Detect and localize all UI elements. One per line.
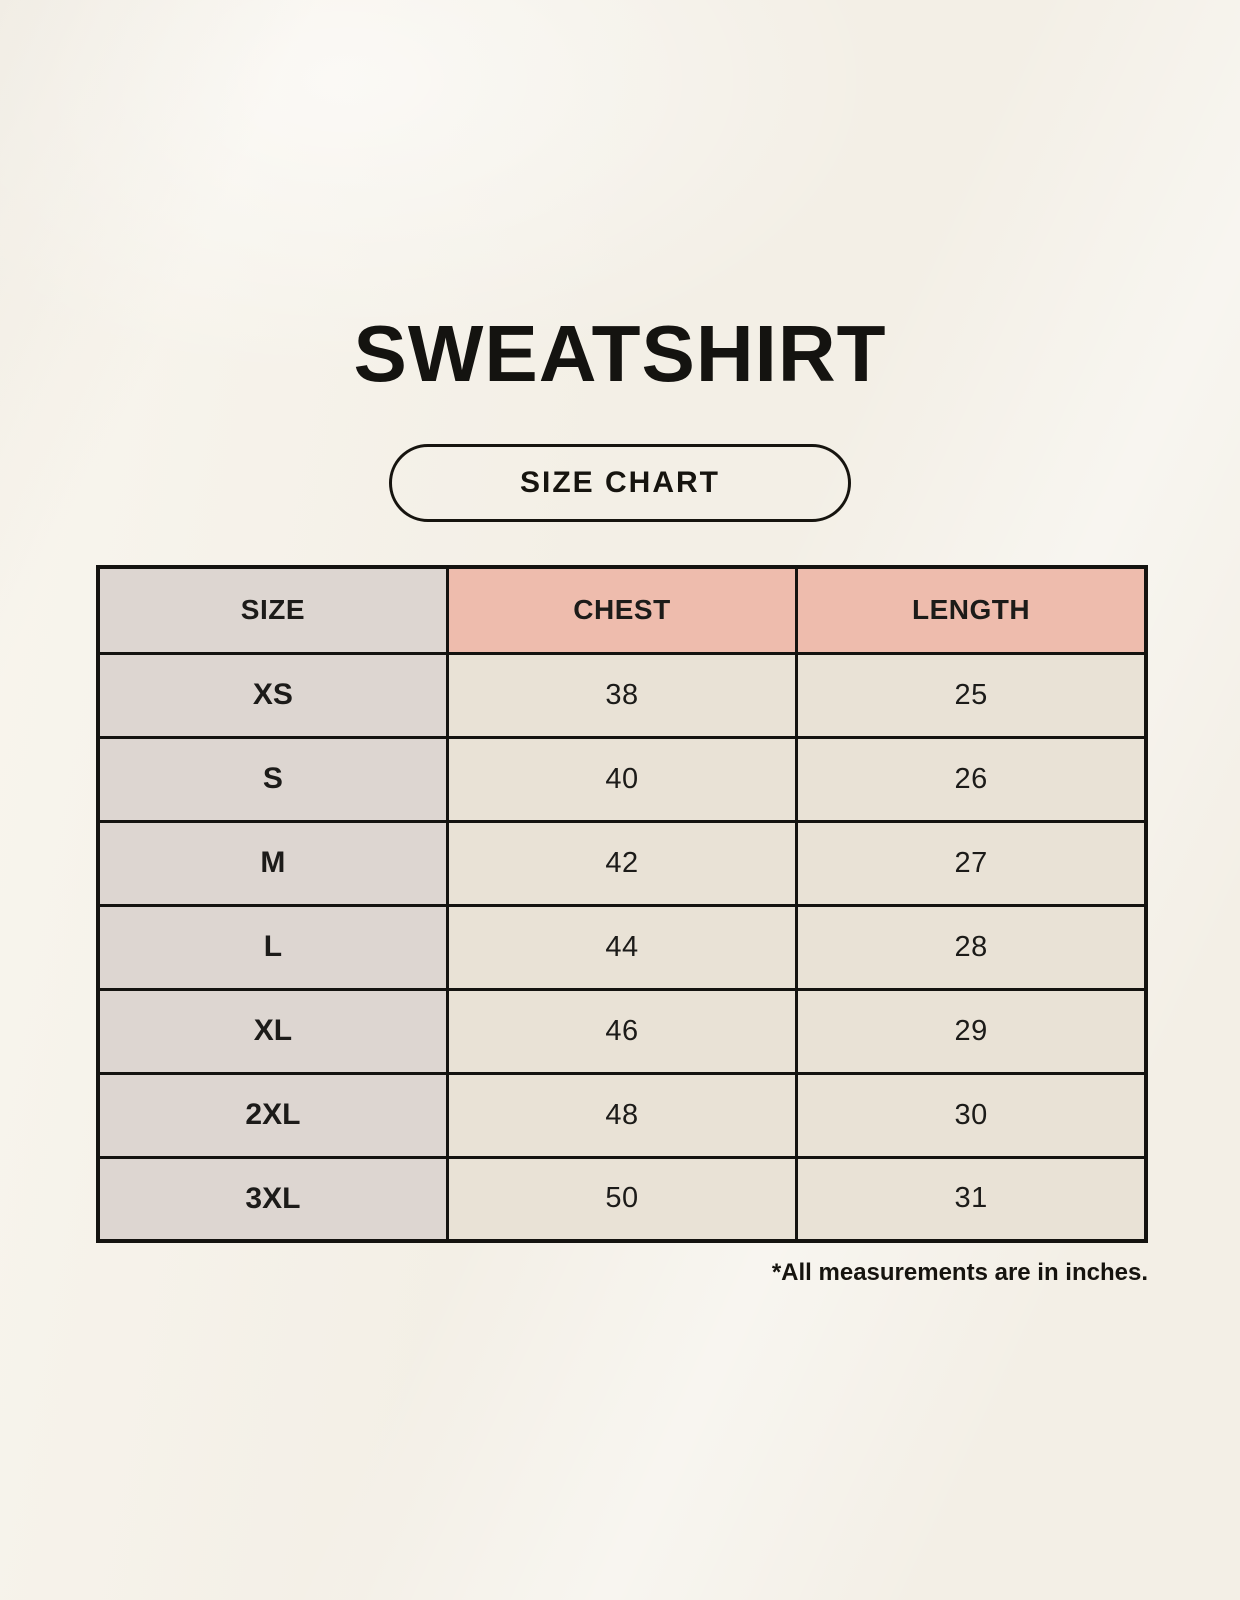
length-cell: 28 — [795, 903, 1148, 991]
chest-cell: 46 — [445, 987, 799, 1075]
chest-cell: 42 — [445, 819, 799, 907]
table-row: M 42 27 — [96, 819, 1148, 907]
size-cell: M — [96, 819, 449, 907]
table-row: 2XL 48 30 — [96, 1071, 1148, 1159]
chest-cell: 44 — [445, 903, 799, 991]
size-table-container: SIZE CHEST LENGTH XS 38 25 S 40 26 M 42 … — [96, 565, 1148, 1287]
table-row: XS 38 25 — [96, 651, 1148, 739]
size-cell: 2XL — [96, 1071, 449, 1159]
table-header-row: SIZE CHEST LENGTH — [96, 565, 1148, 655]
measurements-footnote: *All measurements are in inches. — [771, 1259, 1148, 1286]
size-table: SIZE CHEST LENGTH XS 38 25 S 40 26 M 42 … — [96, 565, 1148, 1243]
size-chart-button-label: SIZE CHART — [520, 466, 720, 499]
column-header-chest: CHEST — [445, 565, 799, 655]
length-cell: 26 — [795, 735, 1148, 823]
size-cell: 3XL — [96, 1155, 449, 1243]
column-header-length: LENGTH — [795, 565, 1148, 655]
chest-cell: 50 — [445, 1155, 799, 1243]
table-row: L 44 28 — [96, 903, 1148, 991]
page-title: SWEATSHIRT — [353, 309, 887, 398]
length-cell: 25 — [795, 651, 1148, 739]
length-cell: 30 — [795, 1071, 1148, 1159]
size-cell: L — [96, 903, 449, 991]
column-header-size: SIZE — [96, 565, 449, 655]
size-cell: XL — [96, 987, 449, 1075]
chest-cell: 40 — [445, 735, 799, 823]
table-row: 3XL 50 31 — [96, 1155, 1148, 1243]
chest-cell: 38 — [445, 651, 799, 739]
length-cell: 31 — [795, 1155, 1148, 1243]
size-chart-button[interactable]: SIZE CHART — [389, 444, 851, 522]
length-cell: 27 — [795, 819, 1148, 907]
table-row: S 40 26 — [96, 735, 1148, 823]
size-cell: S — [96, 735, 449, 823]
size-cell: XS — [96, 651, 449, 739]
chest-cell: 48 — [445, 1071, 799, 1159]
table-row: XL 46 29 — [96, 987, 1148, 1075]
length-cell: 29 — [795, 987, 1148, 1075]
